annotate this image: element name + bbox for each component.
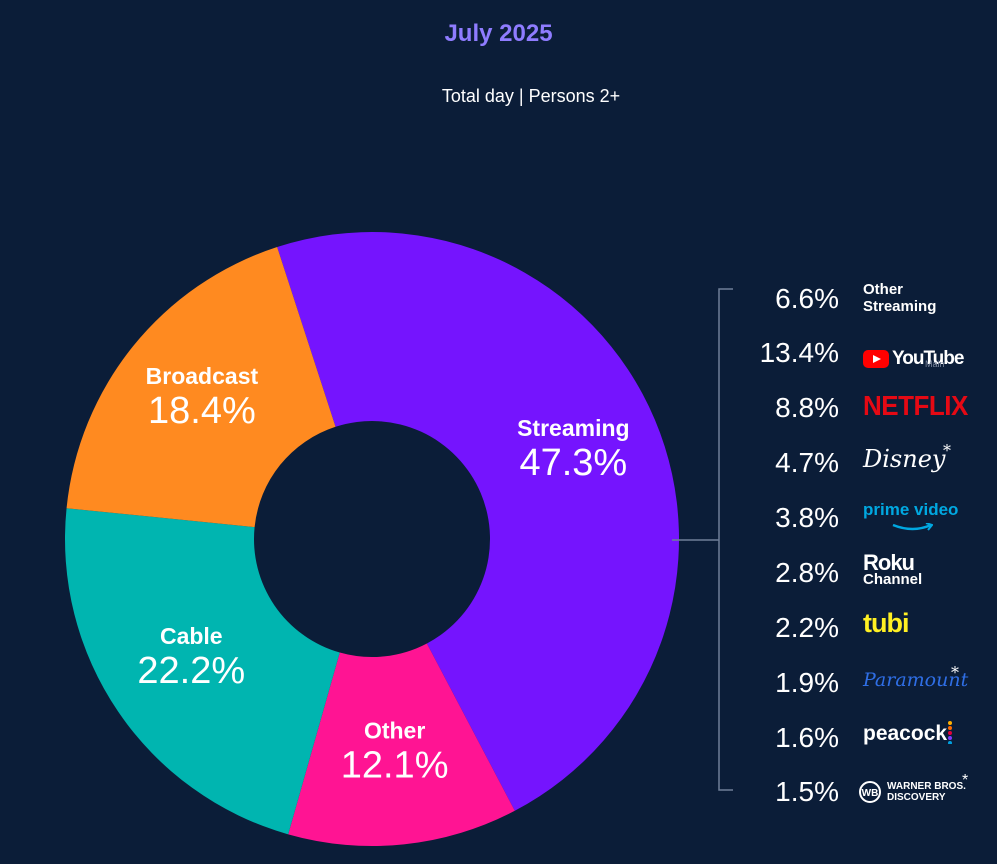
slice-value-cable: 22.2% <box>137 650 245 692</box>
roku-channel-sub: Channel <box>863 571 923 588</box>
slice-label-other: Other <box>364 717 425 743</box>
disney-logo: Disney * <box>863 441 993 485</box>
breakdown-row-prime-video: 3.8% prime video <box>740 496 997 536</box>
breakdown-value: 13.4% <box>759 337 839 368</box>
youtube-sub: Main <box>925 359 945 369</box>
disney-asterisk: * <box>943 441 951 460</box>
slice-label-cable: Cable <box>160 623 223 649</box>
breakdown-row-other-streaming: 6.6% Other Streaming <box>740 277 997 317</box>
paramount-logo: Paramount * <box>863 663 993 709</box>
disney-wordmark: Disney <box>863 445 946 473</box>
prime-video-logo: prime video <box>863 500 993 540</box>
roku-wordmark: Roku <box>863 550 915 575</box>
other-streaming-line2: Streaming <box>863 298 937 315</box>
roku-channel-logo: Roku Channel <box>863 550 993 594</box>
breakdown-value: 2.2% <box>775 612 839 643</box>
breakdown-row-tubi: 2.2% tubi <box>740 606 997 646</box>
breakdown-value: 2.8% <box>775 557 839 588</box>
wbd-wordmark: WARNER BROS. DISCOVERY <box>887 781 966 803</box>
paramount-asterisk: * <box>951 663 959 682</box>
other-streaming-label: Other Streaming <box>863 281 993 321</box>
wbd-logo: WB WARNER BROS. DISCOVERY * <box>859 772 989 812</box>
youtube-logo: YouTube Main <box>863 339 993 379</box>
youtube-wordmark: YouTube <box>892 348 964 369</box>
donut-slices <box>64 232 679 846</box>
peacock-logo: peacock <box>863 721 993 762</box>
breakdown-value: 6.6% <box>775 283 839 314</box>
wbd-asterisk: * <box>962 772 969 789</box>
breakdown-value: 4.7% <box>775 447 839 478</box>
peacock-dots-icon <box>948 721 952 744</box>
breakdown-value: 1.9% <box>775 667 839 698</box>
breakdown-bracket <box>718 288 733 791</box>
breakdown-row-wbd: 1.5% WB WARNER BROS. DISCOVERY * <box>740 770 997 810</box>
breakdown-row-paramount: 1.9% Paramount * <box>740 661 997 701</box>
breakdown-value: 1.5% <box>775 776 839 807</box>
wb-shield-icon: WB <box>859 781 881 803</box>
slice-cable <box>64 508 340 835</box>
netflix-logo: NETFLIX <box>863 390 968 422</box>
slice-value-streaming: 47.3% <box>519 442 627 484</box>
breakdown-value: 1.6% <box>775 722 839 753</box>
breakdown-row-youtube: 13.4% YouTube Main <box>740 331 997 371</box>
breakdown-value: 3.8% <box>775 502 839 533</box>
slice-broadcast <box>66 247 336 528</box>
breakdown-row-roku: 2.8% Roku Channel <box>740 551 997 591</box>
paramount-wordmark: Paramount <box>863 669 969 691</box>
amazon-smile-icon <box>892 522 934 531</box>
slice-label-streaming: Streaming <box>517 415 629 441</box>
slice-value-broadcast: 18.4% <box>148 390 256 432</box>
chart-subtitle: Total day | Persons 2+ <box>441 86 621 106</box>
breakdown-value: 8.8% <box>775 392 839 423</box>
slice-label-broadcast: Broadcast <box>146 363 259 389</box>
chart-title: July 2025 <box>444 20 553 47</box>
breakdown-row-netflix: 8.8% NETFLIX <box>740 386 997 426</box>
slice-other <box>288 643 515 846</box>
youtube-logo-icon <box>863 350 889 368</box>
breakdown-row-disney: 4.7% Disney * <box>740 441 997 481</box>
other-streaming-line1: Other <box>863 281 904 298</box>
slice-streaming <box>277 232 679 811</box>
peacock-wordmark: peacock <box>863 722 948 745</box>
slice-value-other: 12.1% <box>341 744 449 786</box>
breakdown-row-peacock: 1.6% peacock <box>740 716 997 756</box>
prime-video-wordmark: prime video <box>863 500 959 519</box>
tubi-logo: tubi <box>863 608 909 638</box>
